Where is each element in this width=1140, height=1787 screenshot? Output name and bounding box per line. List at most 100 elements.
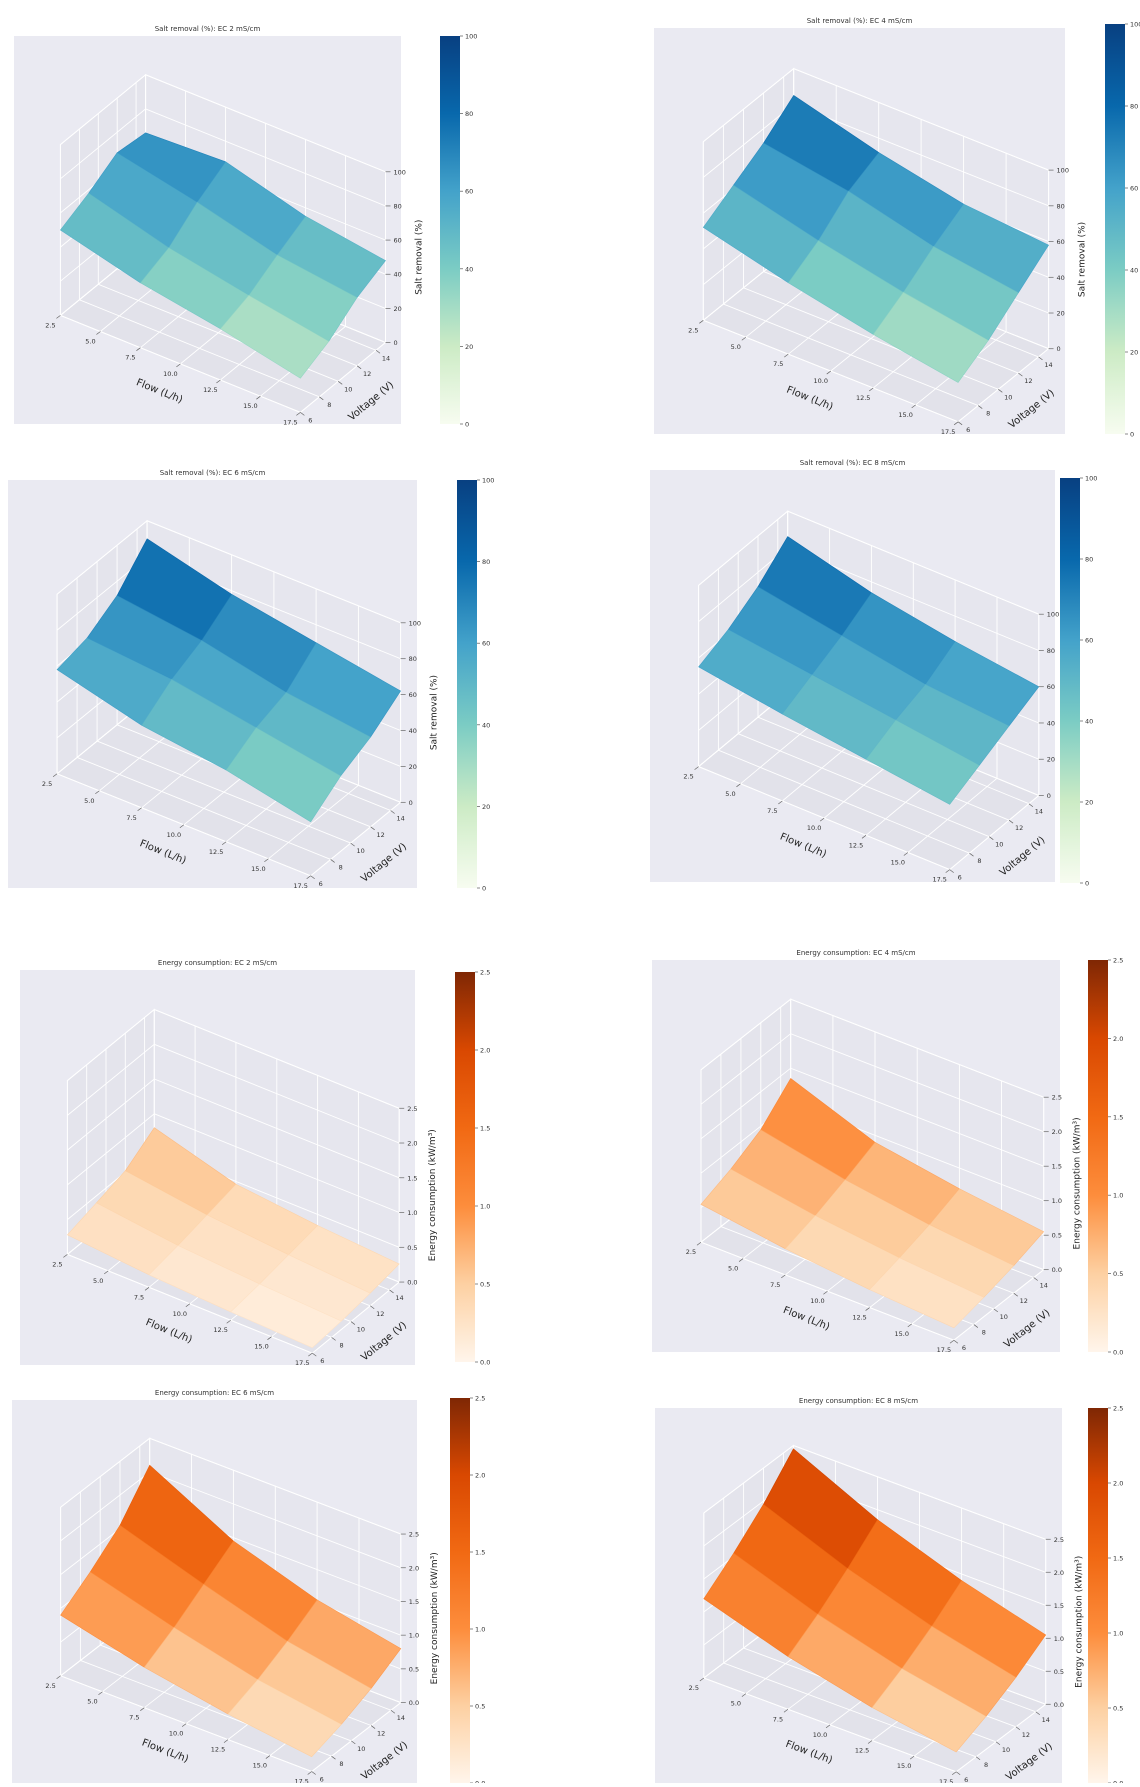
x-tick xyxy=(56,1675,61,1680)
x-tick xyxy=(694,766,699,770)
y-tick xyxy=(370,1725,376,1729)
y-tick xyxy=(390,810,395,814)
grid-z xyxy=(56,520,401,624)
colorbar-tick-label: 0.0 xyxy=(1113,1349,1123,1357)
colorbar-tick-label: 2.5 xyxy=(1113,1405,1123,1413)
surface xyxy=(60,1464,402,1758)
colorbar-tick-label: 1.0 xyxy=(1113,1630,1123,1638)
z-tick-label: 2.5 xyxy=(409,1531,419,1539)
surface xyxy=(66,1127,400,1348)
colorbar-tick-label: 20 xyxy=(465,343,473,351)
x-tick-label: 15.0 xyxy=(254,1343,268,1351)
x-tick xyxy=(96,331,101,335)
colorbar-tick-label: 0 xyxy=(1130,431,1134,439)
surface xyxy=(700,1078,1045,1329)
colorbar xyxy=(1105,24,1125,434)
x-tick-label: 12.5 xyxy=(213,1326,227,1334)
y-tick xyxy=(312,1352,317,1357)
surface-face xyxy=(219,294,330,379)
z-tick-label: 60 xyxy=(1047,683,1055,691)
y-tick-label: 14 xyxy=(397,814,405,822)
y-tick-label: 12 xyxy=(377,1730,385,1738)
x-tick-label: 17.5 xyxy=(293,882,307,890)
colorbar-tick-label: 80 xyxy=(482,558,490,566)
colorbar xyxy=(455,972,475,1362)
y-tick xyxy=(390,1709,396,1714)
x-tick-label: 2.5 xyxy=(45,321,55,329)
x-tick xyxy=(256,395,261,400)
x-tick xyxy=(696,1241,702,1246)
x-tick xyxy=(95,790,100,795)
y-tick-label: 10 xyxy=(1000,1313,1008,1321)
colorbar-tick-label: 2.5 xyxy=(475,1395,485,1403)
x-tick xyxy=(140,1707,145,1711)
surface xyxy=(703,1448,1047,1753)
y-tick xyxy=(331,1755,336,1760)
z-tick-label: 0.0 xyxy=(1052,1266,1062,1274)
z-tick-label: 0.0 xyxy=(407,1279,417,1287)
y-tick xyxy=(949,869,954,873)
surface xyxy=(702,94,1050,383)
x-tick-label: 2.5 xyxy=(688,326,698,334)
x-tick xyxy=(144,1287,150,1291)
chart-title: Salt removal (%): EC 8 mS/cm xyxy=(800,459,906,467)
y-tick-label: 14 xyxy=(1040,1282,1048,1290)
y-tick xyxy=(955,1771,961,1776)
x-tick xyxy=(865,1307,870,1311)
colorbar-tick-label: 80 xyxy=(465,110,473,118)
x-tick-label: 15.0 xyxy=(251,865,265,873)
y-tick-label: 14 xyxy=(382,354,390,362)
x-tick-label: 15.0 xyxy=(897,1762,911,1770)
z-tick-label: 60 xyxy=(409,691,417,699)
colorbar-tick-label: 100 xyxy=(1085,475,1097,483)
x-tick xyxy=(783,1708,789,1713)
z-axis-label: Energy consumption (kW/m³) xyxy=(1073,1117,1083,1249)
grid-z xyxy=(67,1113,400,1213)
surface-face xyxy=(869,1257,985,1329)
z-axis-label: Energy consumption (kW/m³) xyxy=(430,1552,440,1684)
x-tick-label: 17.5 xyxy=(939,1778,953,1783)
x-tick-label: 10.0 xyxy=(810,1297,824,1305)
z-tick-label: 0.5 xyxy=(1052,1232,1062,1240)
x-tick xyxy=(907,1323,912,1328)
x-tick xyxy=(953,421,959,426)
grid-z xyxy=(60,74,386,173)
colorbar-tick-label: 100 xyxy=(1130,21,1140,29)
z-tick-label: 2.0 xyxy=(1052,1128,1062,1136)
x-tick-label: 5.0 xyxy=(93,1277,103,1285)
y-tick xyxy=(1008,819,1014,824)
y-tick xyxy=(993,1308,999,1313)
y-tick xyxy=(1033,1277,1038,1281)
y-tick-label: 12 xyxy=(363,370,371,378)
x-tick xyxy=(176,363,181,368)
x-tick xyxy=(185,1303,191,1308)
y-tick xyxy=(370,826,375,831)
surface-face xyxy=(872,291,989,383)
y-tick xyxy=(953,1339,959,1344)
colorbar-tick-label: 0.0 xyxy=(1113,1780,1123,1784)
colorbar xyxy=(457,480,477,888)
z-tick-label: 80 xyxy=(409,655,417,663)
grid-z xyxy=(700,1033,1044,1133)
colorbar-tick-label: 2.5 xyxy=(480,969,490,977)
x-tick xyxy=(867,1740,873,1744)
colorbar-tick-label: 1.0 xyxy=(1113,1192,1123,1200)
z-axis-label: Salt removal (%) xyxy=(430,675,440,750)
z-tick-label: 1.5 xyxy=(1054,1602,1064,1610)
x-tick-label: 12.5 xyxy=(855,1747,869,1755)
x-tick-label: 7.5 xyxy=(125,354,135,362)
colorbar-tick-label: 40 xyxy=(482,721,490,729)
z-tick-label: 40 xyxy=(394,271,402,279)
colorbar-tick-label: 2.0 xyxy=(1113,1480,1123,1488)
x-tick xyxy=(784,353,789,358)
y-tick xyxy=(350,842,355,847)
y-tick-label: 10 xyxy=(357,847,365,855)
x-tick-label: 7.5 xyxy=(134,1293,144,1301)
grid-z xyxy=(700,998,1044,1098)
y-tick-label: 12 xyxy=(1015,824,1023,832)
colorbar-tick-label: 0 xyxy=(1085,880,1089,888)
y-tick-label: 6 xyxy=(964,1776,968,1783)
x-tick xyxy=(221,841,227,846)
y-tick-label: 8 xyxy=(339,863,343,871)
colorbar-tick-label: 1.5 xyxy=(480,1125,490,1133)
